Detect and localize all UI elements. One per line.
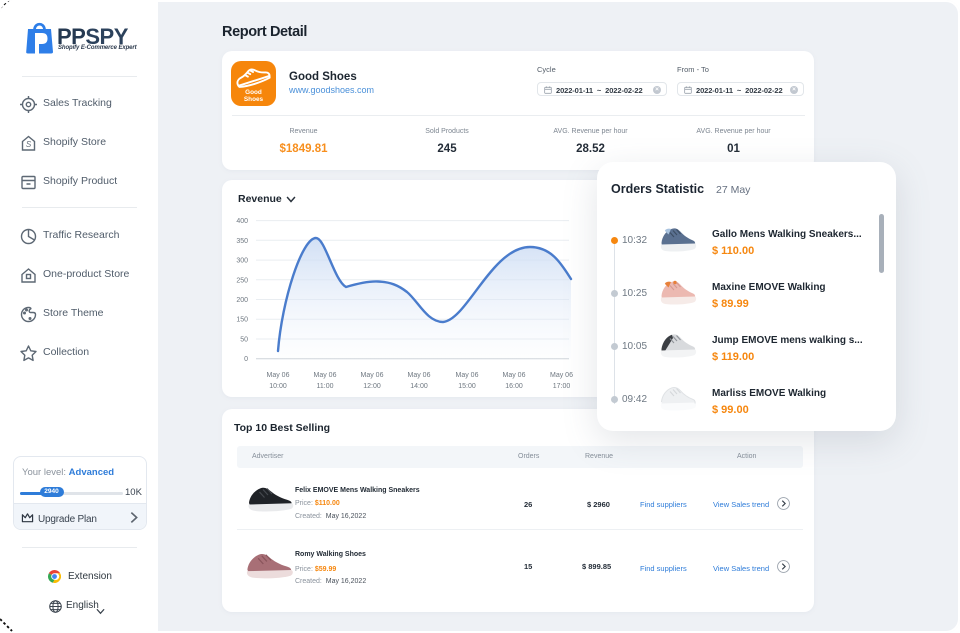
svg-text:May 06: May 06 [361,372,384,379]
svg-text:14:00: 14:00 [410,383,428,390]
svg-text:S: S [26,140,32,149]
svg-text:16:00: 16:00 [505,383,523,390]
svg-text:May 06: May 06 [503,372,526,379]
svg-text:200: 200 [236,297,248,304]
svg-text:0: 0 [244,356,248,363]
svg-text:10:00: 10:00 [269,383,287,390]
svg-text:11:00: 11:00 [317,383,334,390]
svg-text:400: 400 [236,218,248,225]
svg-text:300: 300 [236,258,248,265]
svg-text:17:00: 17:00 [553,383,571,390]
svg-text:May 06: May 06 [456,372,479,379]
svg-text:May 06: May 06 [408,372,431,379]
svg-text:May 06: May 06 [550,372,573,379]
svg-text:May 06: May 06 [267,372,290,379]
svg-text:15:00: 15:00 [458,383,476,390]
svg-text:May 06: May 06 [314,372,337,379]
svg-text:12:00: 12:00 [363,383,381,390]
svg-text:150: 150 [236,317,248,324]
svg-text:350: 350 [236,238,248,245]
svg-text:Shoes: Shoes [244,96,264,103]
svg-text:Good: Good [245,89,262,96]
svg-text:250: 250 [236,277,248,284]
svg-text:50: 50 [240,337,248,344]
